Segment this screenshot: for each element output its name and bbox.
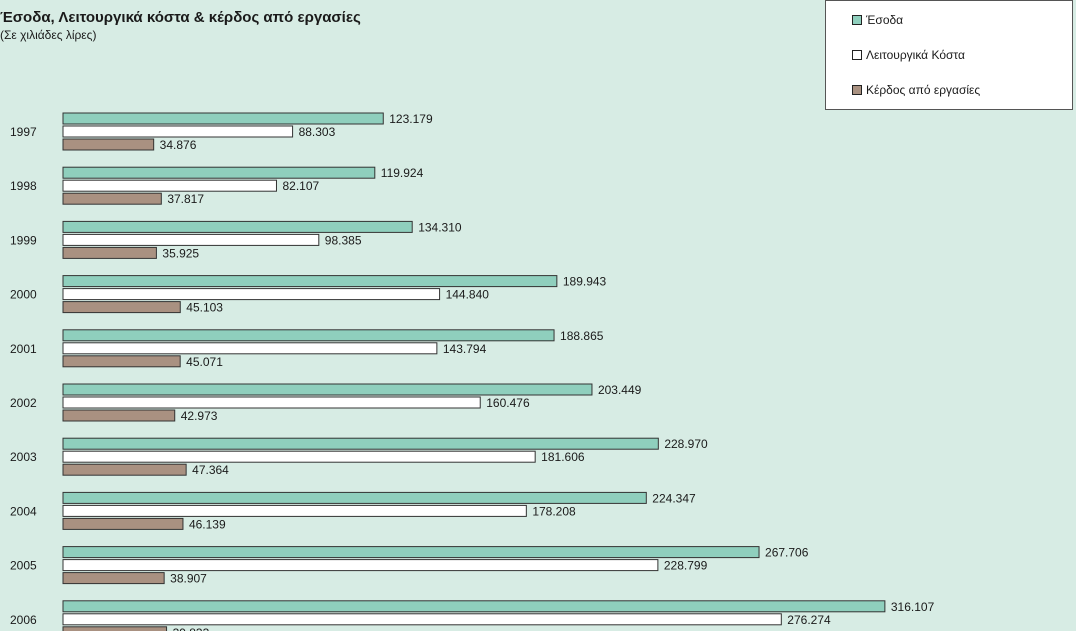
legend-swatch-costs xyxy=(852,50,862,60)
bar-profit xyxy=(62,409,176,422)
value-label: 88.303 xyxy=(299,125,336,139)
bar-revenue xyxy=(62,383,593,396)
value-label: 316.107 xyxy=(891,600,935,614)
value-label: 34.876 xyxy=(160,138,197,152)
value-label: 47.364 xyxy=(192,463,229,477)
value-label: 38.907 xyxy=(170,572,207,586)
value-label: 267.706 xyxy=(765,546,809,560)
bar-costs xyxy=(62,179,277,192)
bar-profit xyxy=(62,138,155,151)
value-label: 39.833 xyxy=(173,626,210,631)
year-label: 2001 xyxy=(10,342,37,356)
year-label: 2000 xyxy=(10,288,37,302)
bar-costs xyxy=(62,233,320,246)
year-label: 1997 xyxy=(10,125,37,139)
year-label: 2006 xyxy=(10,613,37,627)
legend-label-profit: Κέρδος από εργασίες xyxy=(866,83,981,97)
bar-profit xyxy=(62,463,187,476)
bar-revenue xyxy=(62,437,659,450)
bar-costs xyxy=(62,504,527,517)
year-label: 2004 xyxy=(10,504,37,518)
bar-costs xyxy=(62,450,536,463)
value-label: 276.274 xyxy=(787,613,831,627)
bar-revenue xyxy=(62,491,647,504)
value-label: 228.799 xyxy=(664,559,708,573)
value-label: 46.139 xyxy=(189,517,226,531)
bar-costs xyxy=(62,559,659,572)
value-label: 42.973 xyxy=(181,409,218,423)
legend-item-revenue: Έσοδα xyxy=(852,13,903,27)
value-label: 228.970 xyxy=(664,437,708,451)
value-label: 144.840 xyxy=(446,288,490,302)
value-label: 224.347 xyxy=(652,491,696,505)
value-label: 45.071 xyxy=(186,355,223,369)
bar-profit xyxy=(62,517,184,530)
bar-revenue xyxy=(62,275,558,288)
value-label: 188.865 xyxy=(560,329,604,343)
bar-profit xyxy=(62,355,181,368)
bar-costs xyxy=(62,288,441,301)
year-label: 2003 xyxy=(10,450,37,464)
bar-profit xyxy=(62,301,181,314)
bar-revenue xyxy=(62,220,413,233)
bar-profit xyxy=(62,246,157,259)
bar-costs xyxy=(62,125,294,138)
legend-item-profit: Κέρδος από εργασίες xyxy=(852,83,980,97)
value-label: 123.179 xyxy=(389,112,433,126)
legend-label-costs: Λειτουργικά Κόστα xyxy=(866,48,965,62)
year-label: 1999 xyxy=(10,233,37,247)
value-label: 37.817 xyxy=(167,192,204,206)
value-label: 143.794 xyxy=(443,342,487,356)
value-label: 178.208 xyxy=(532,504,576,518)
bar-profit xyxy=(62,192,162,205)
chart-subtitle: (Σε χιλιάδες λίρες) xyxy=(0,28,97,42)
bar-costs xyxy=(62,613,782,626)
value-label: 203.449 xyxy=(598,383,642,397)
value-label: 45.103 xyxy=(186,301,223,315)
bar-costs xyxy=(62,342,438,355)
bar-revenue xyxy=(62,546,760,559)
chart-title: Έσοδα, Λειτουργικά κόστα & κέρδος από ερ… xyxy=(0,9,361,26)
bar-profit xyxy=(62,572,165,585)
value-label: 189.943 xyxy=(563,275,607,289)
year-label: 2002 xyxy=(10,396,37,410)
chart-legend: Έσοδα Λειτουργικά Κόστα Κέρδος από εργασ… xyxy=(825,0,1073,110)
year-label: 1998 xyxy=(10,179,37,193)
value-label: 119.924 xyxy=(381,166,424,180)
value-label: 160.476 xyxy=(486,396,530,410)
value-label: 181.606 xyxy=(541,450,585,464)
bar-revenue xyxy=(62,329,555,342)
value-label: 98.385 xyxy=(325,233,362,247)
value-label: 35.925 xyxy=(162,246,199,260)
bar-revenue xyxy=(62,600,886,613)
legend-item-costs: Λειτουργικά Κόστα xyxy=(852,48,965,62)
legend-label-revenue: Έσοδα xyxy=(866,13,904,27)
legend-swatch-profit xyxy=(852,85,862,95)
value-label: 134.310 xyxy=(418,220,462,234)
year-label: 2005 xyxy=(10,559,37,573)
bar-profit xyxy=(62,626,168,631)
value-label: 82.107 xyxy=(282,179,319,193)
bar-revenue xyxy=(62,166,376,179)
bar-revenue xyxy=(62,112,384,125)
bar-costs xyxy=(62,396,481,409)
legend-swatch-revenue xyxy=(852,15,862,25)
